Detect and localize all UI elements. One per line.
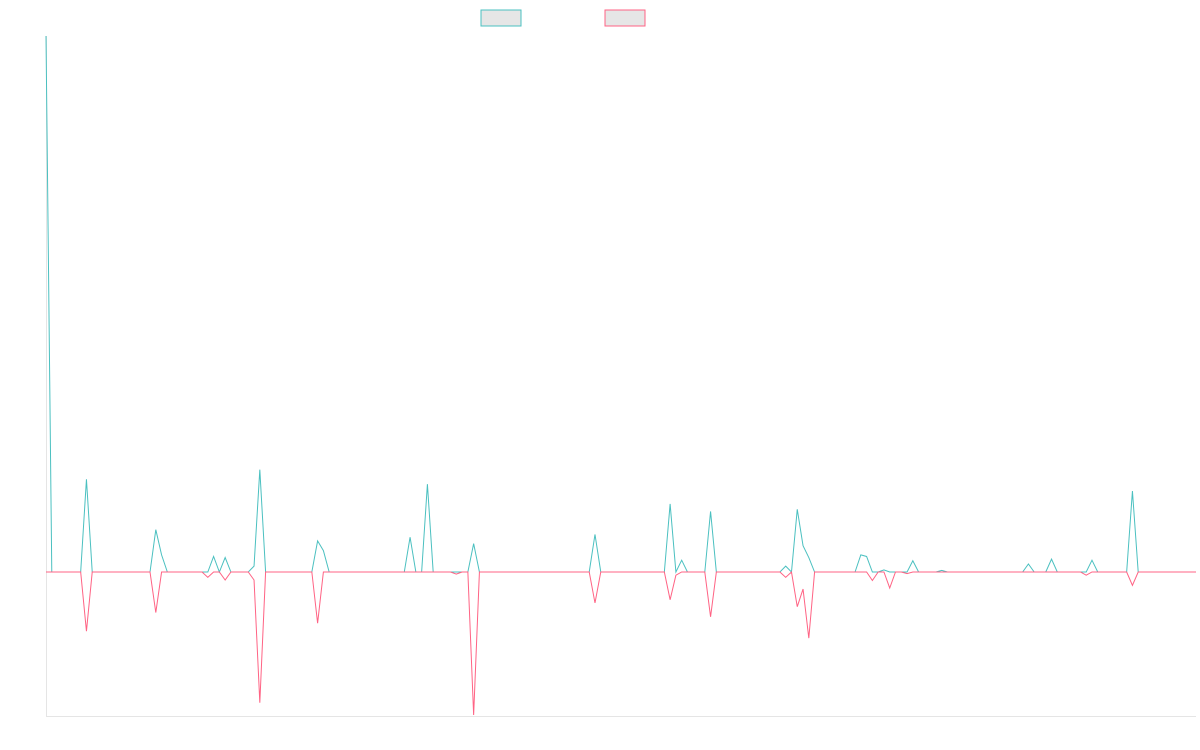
data-point-series-1[interactable] — [940, 569, 943, 572]
data-point-series-2[interactable] — [784, 576, 787, 579]
data-point-series-1[interactable] — [85, 478, 88, 481]
data-point-series-2[interactable] — [871, 579, 874, 582]
legend-swatch-series-2[interactable] — [604, 9, 646, 27]
data-point-series-1[interactable] — [253, 565, 256, 568]
data-point-series-1[interactable] — [472, 542, 475, 545]
data-point-series-2[interactable] — [206, 576, 209, 579]
data-point-series-2[interactable] — [154, 611, 157, 614]
data-point-series-1[interactable] — [859, 553, 862, 556]
data-point-series-1[interactable] — [316, 539, 319, 542]
series-line-2 — [46, 571, 1196, 715]
series-line-1 — [45, 35, 1196, 574]
data-point-series-1[interactable] — [258, 468, 261, 471]
data-point-series-2[interactable] — [796, 605, 799, 608]
data-point-series-1[interactable] — [45, 35, 48, 38]
data-point-series-2[interactable] — [224, 579, 227, 582]
data-point-series-1[interactable] — [409, 536, 412, 539]
data-point-series-1[interactable] — [160, 553, 163, 556]
data-point-series-2[interactable] — [85, 630, 88, 633]
legend — [480, 9, 646, 27]
data-point-series-2[interactable] — [1085, 574, 1088, 577]
data-point-series-1[interactable] — [1050, 558, 1053, 561]
series-layer — [45, 35, 1196, 716]
data-point-series-1[interactable] — [807, 556, 810, 559]
data-point-series-2[interactable] — [258, 701, 261, 704]
data-point-series-1[interactable] — [802, 544, 805, 547]
data-point-series-2[interactable] — [674, 574, 677, 577]
data-point-series-2[interactable] — [669, 598, 672, 601]
data-point-series-2[interactable] — [1131, 584, 1134, 587]
data-point-series-2[interactable] — [472, 713, 475, 716]
data-point-series-1[interactable] — [212, 555, 215, 558]
data-point-series-1[interactable] — [593, 533, 596, 536]
legend-swatch-series-1[interactable] — [480, 9, 522, 27]
data-point-series-1[interactable] — [426, 483, 429, 486]
data-point-series-2[interactable] — [253, 579, 256, 582]
data-point-series-2[interactable] — [593, 601, 596, 604]
data-point-series-1[interactable] — [865, 555, 868, 558]
data-point-series-1[interactable] — [911, 559, 914, 562]
data-point-series-2[interactable] — [455, 573, 458, 576]
data-point-series-1[interactable] — [224, 556, 227, 559]
data-point-series-1[interactable] — [882, 568, 885, 571]
data-point-series-1[interactable] — [1131, 490, 1134, 493]
data-point-series-1[interactable] — [669, 502, 672, 505]
data-point-series-1[interactable] — [1090, 559, 1093, 562]
data-point-series-1[interactable] — [709, 510, 712, 513]
data-point-series-1[interactable] — [1027, 562, 1030, 565]
data-point-series-2[interactable] — [802, 588, 805, 591]
data-point-series-1[interactable] — [322, 549, 325, 552]
data-point-series-1[interactable] — [784, 565, 787, 568]
data-point-series-1[interactable] — [796, 508, 799, 511]
data-point-series-2[interactable] — [316, 622, 319, 625]
data-point-series-2[interactable] — [906, 572, 909, 575]
data-point-series-2[interactable] — [888, 587, 891, 590]
data-point-series-1[interactable] — [154, 528, 157, 531]
data-point-series-1[interactable] — [680, 559, 683, 562]
data-point-series-2[interactable] — [709, 615, 712, 618]
data-point-series-2[interactable] — [807, 637, 810, 640]
